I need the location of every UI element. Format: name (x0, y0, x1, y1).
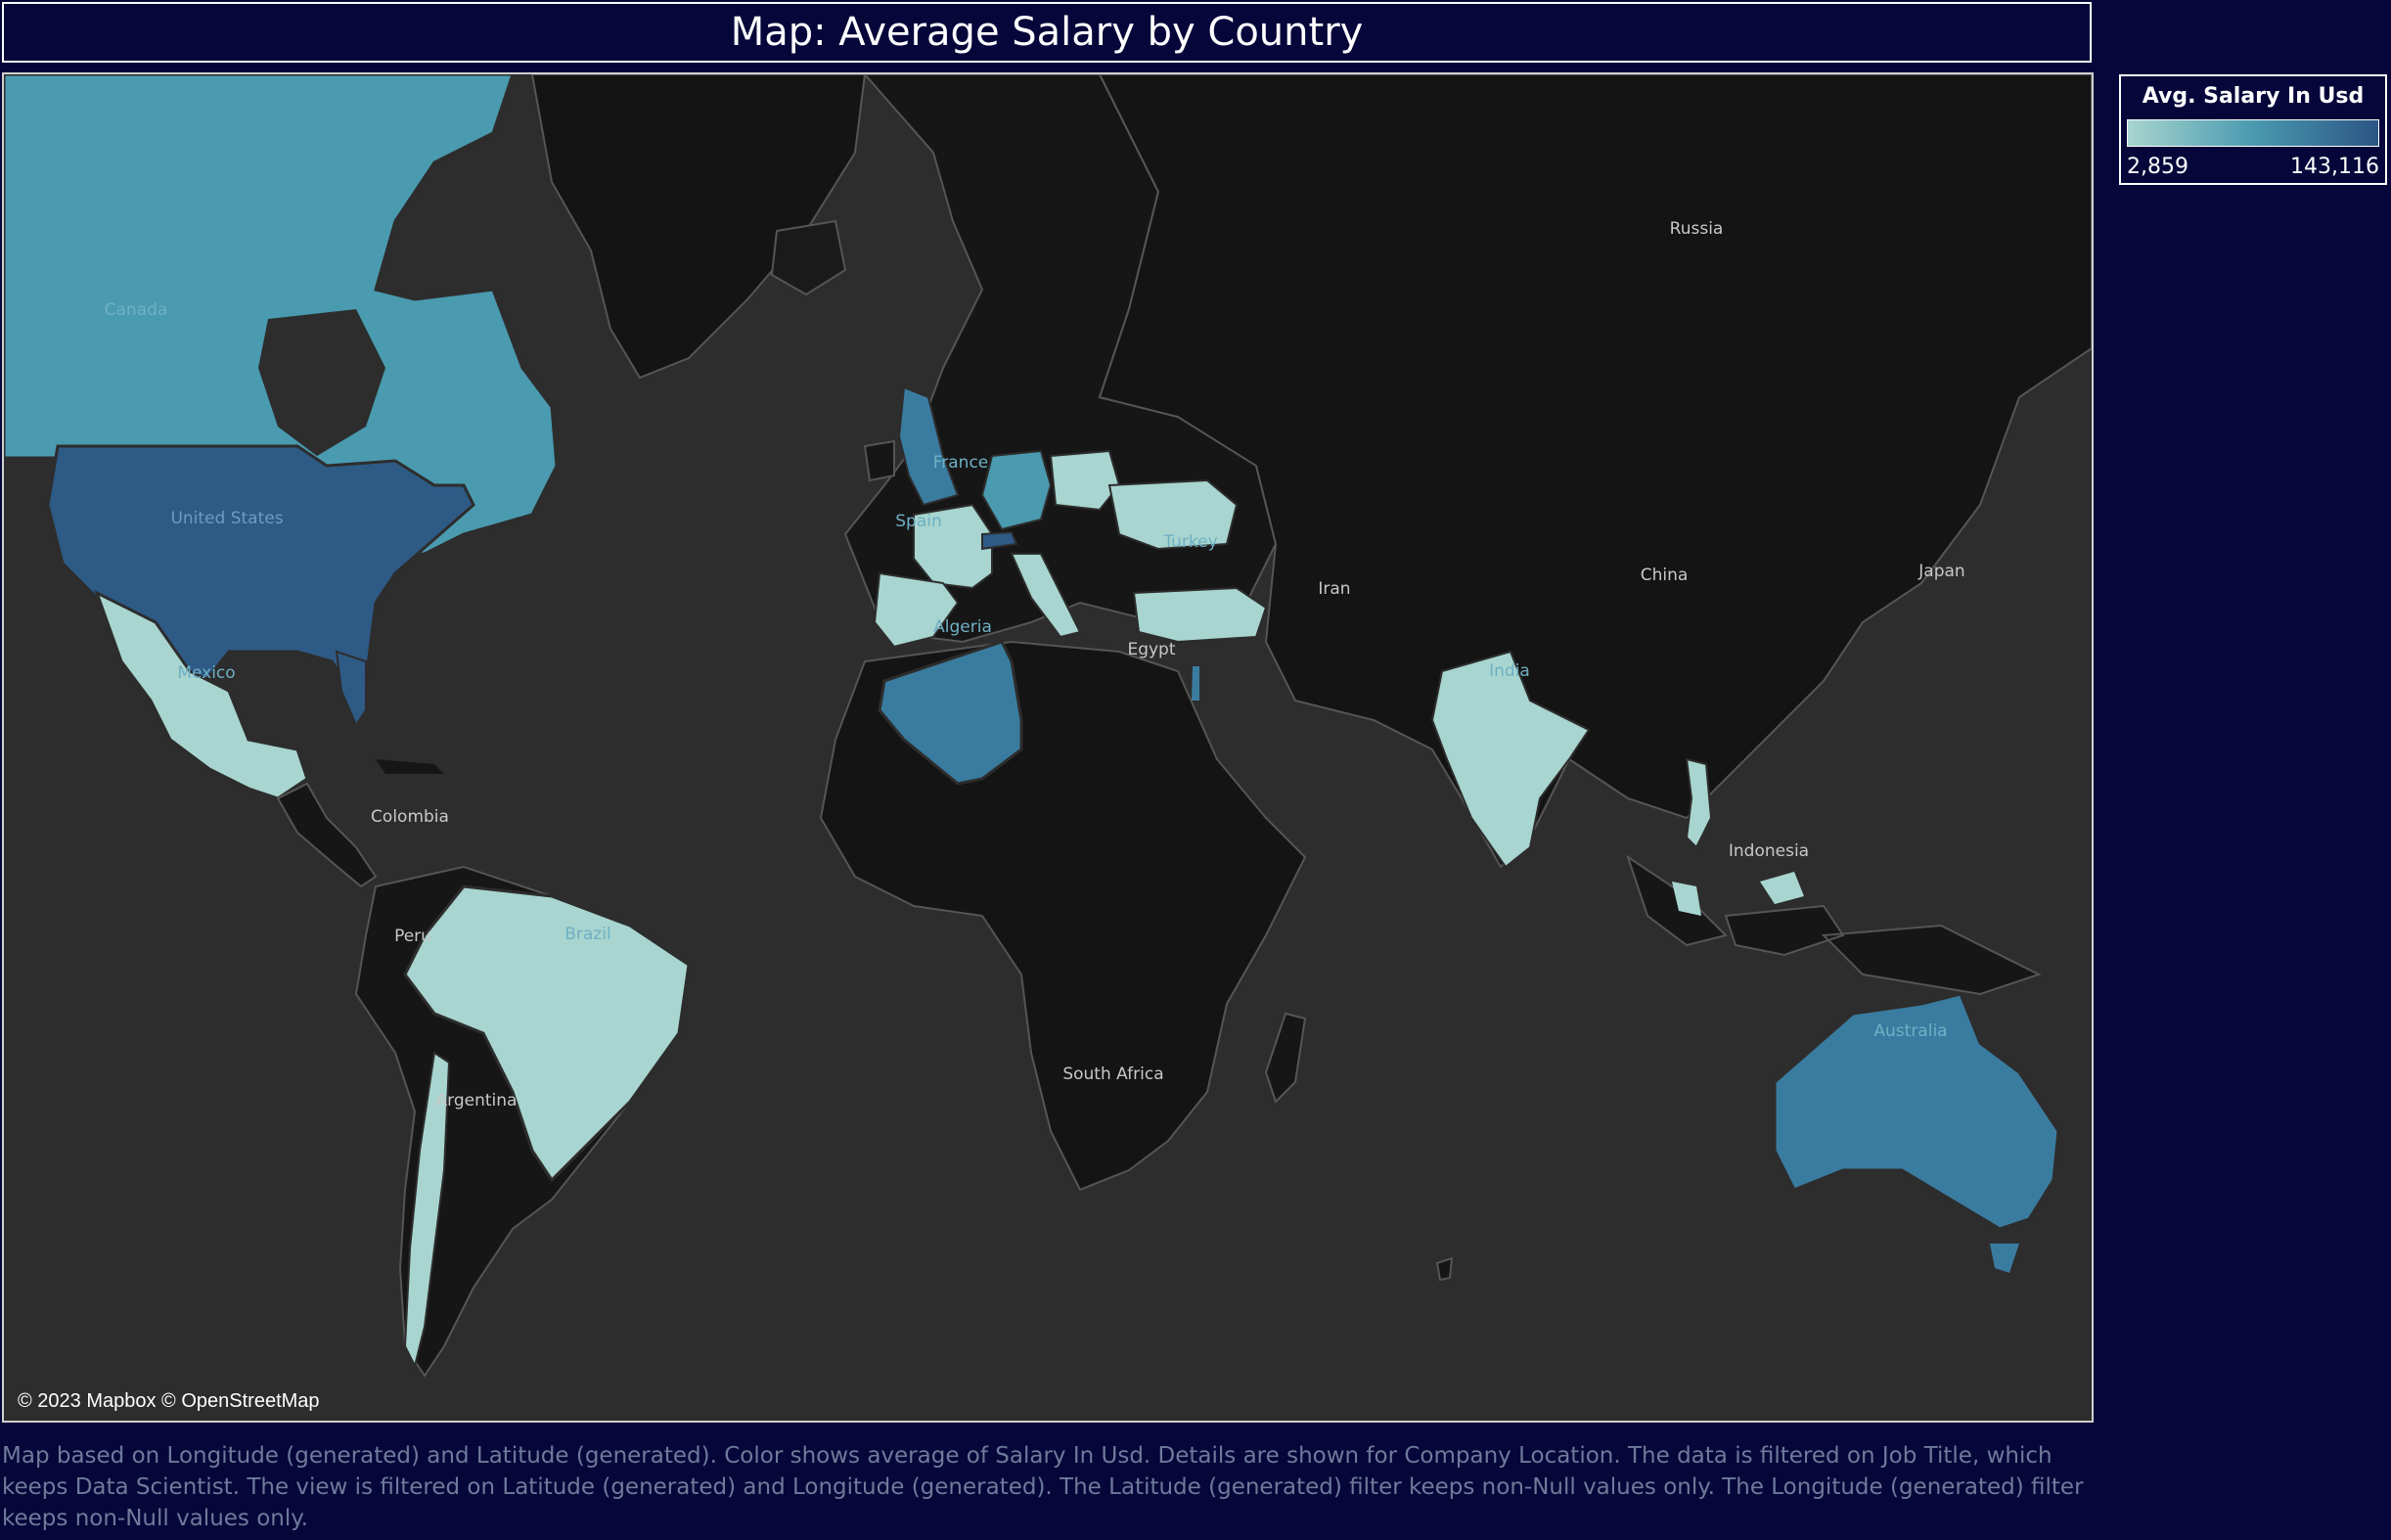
map-attribution[interactable]: © 2023 Mapbox © OpenStreetMap (18, 1390, 320, 1412)
legend-color-ramp (2127, 119, 2379, 147)
label-argentina: Argentina (436, 1091, 518, 1110)
label-indonesia: Indonesia (1729, 841, 1809, 861)
label-australia: Australia (1873, 1021, 1947, 1041)
label-brazil: Brazil (564, 925, 610, 944)
region-united-kingdom (897, 385, 960, 507)
label-iran: Iran (1318, 579, 1350, 599)
region-france (913, 503, 993, 590)
region-algeria (878, 640, 1023, 786)
land-madagascar (1264, 1012, 1307, 1104)
world-map[interactable]: Canada United States Mexico Colombia Per… (2, 72, 2094, 1423)
land-ireland (863, 439, 895, 482)
hudson-bay (258, 309, 385, 456)
land-caribbean (376, 759, 444, 774)
label-colombia: Colombia (371, 807, 449, 827)
land-central-america (276, 782, 378, 888)
region-chile (403, 1051, 451, 1369)
region-florida (335, 650, 367, 728)
map-canvas[interactable]: Canada United States Mexico Colombia Per… (4, 74, 2092, 1421)
page-title-text: Map: Average Salary by Country (730, 10, 1364, 55)
region-malaysia (1672, 872, 1804, 916)
region-germany (980, 449, 1053, 531)
legend-max-label: 143,116 (2290, 155, 2379, 179)
label-peru: Peru (394, 927, 431, 946)
region-spain (873, 571, 960, 649)
region-switzerland (981, 530, 1018, 551)
label-south-africa: South Africa (1062, 1064, 1163, 1084)
page-title: Map: Average Salary by Country (2, 2, 2092, 63)
label-japan: Japan (1917, 562, 1964, 581)
color-legend: Avg. Salary In Usd 2,859 143,116 (2119, 74, 2387, 185)
region-vietnam (1685, 757, 1713, 849)
label-mexico: Mexico (177, 663, 235, 683)
label-egypt: Egypt (1127, 640, 1175, 659)
label-china: China (1641, 566, 1689, 585)
label-spain: Spain (895, 512, 942, 531)
legend-title: Avg. Salary In Usd (2142, 84, 2365, 109)
land-iceland (770, 219, 847, 296)
label-canada: Canada (105, 300, 168, 320)
region-italy (1010, 553, 1082, 639)
label-russia: Russia (1670, 219, 1724, 239)
region-poland (1049, 449, 1121, 512)
region-brazil (403, 884, 691, 1183)
region-australia (1773, 992, 2060, 1231)
region-mexico (94, 589, 309, 800)
region-india (1430, 650, 1591, 869)
land-greenland (530, 74, 867, 380)
map-caption: Map based on Longitude (generated) and L… (2, 1443, 2084, 1531)
land-africa (819, 640, 1307, 1192)
legend-min-label: 2,859 (2127, 155, 2188, 179)
land-new-zealand (1435, 1256, 1454, 1282)
region-turkey (1132, 586, 1268, 644)
label-turkey: Turkey (1162, 532, 1217, 552)
label-united-states: United States (170, 509, 283, 528)
label-algeria: Algeria (933, 617, 992, 637)
region-israel (1192, 666, 1199, 701)
region-ukraine (1107, 478, 1239, 551)
label-france: France (933, 453, 989, 473)
region-tasmania (1990, 1244, 2019, 1273)
label-india: India (1489, 661, 1530, 681)
